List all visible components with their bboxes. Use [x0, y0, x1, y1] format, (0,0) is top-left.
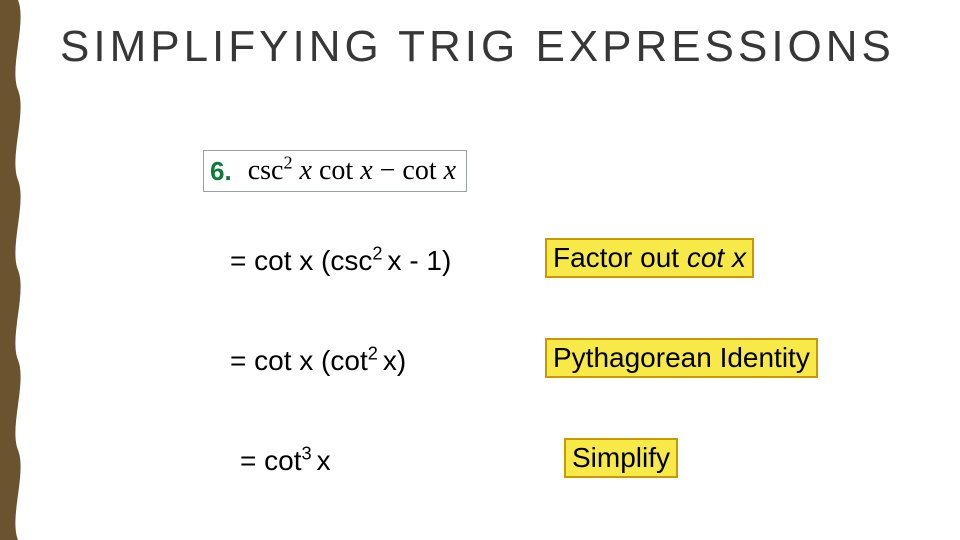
- left-wave-decoration: [0, 0, 40, 540]
- problem-expression-box: 6. csc2 x cot x − cot x: [203, 150, 467, 192]
- step-expression: = cot x (cot2 x): [230, 345, 406, 377]
- problem-number-label: 6.: [210, 156, 232, 187]
- slide-title: SIMPLIFYING TRIG EXPRESSIONS: [60, 22, 895, 72]
- problem-expression: csc2 x cot x − cot x: [248, 155, 456, 187]
- step-expression: = cot3 x: [240, 445, 331, 477]
- step-reason: Factor out cot x: [545, 238, 754, 278]
- step-expression: = cot x (csc2 x - 1): [230, 245, 451, 277]
- slide: SIMPLIFYING TRIG EXPRESSIONS 6. csc2 x c…: [0, 0, 960, 540]
- step-reason: Pythagorean Identity: [545, 338, 818, 378]
- step-reason: Simplify: [564, 438, 678, 478]
